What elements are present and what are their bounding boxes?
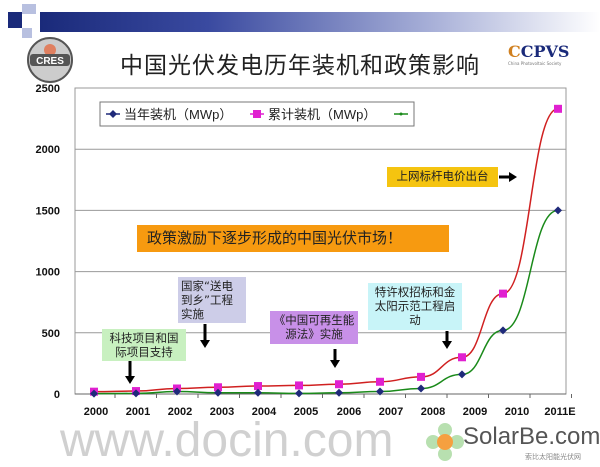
annual-point bbox=[335, 388, 343, 397]
y-tick-label: 1000 bbox=[36, 267, 60, 279]
cumulative-point bbox=[335, 380, 343, 389]
x-tick-label: 2001 bbox=[126, 406, 150, 418]
decor-square bbox=[22, 28, 32, 38]
legend-label: 累计装机（MWp） bbox=[268, 107, 376, 122]
arrow-head bbox=[200, 340, 210, 348]
y-tick-label: 1500 bbox=[36, 205, 60, 217]
annual-point bbox=[90, 389, 98, 398]
arrow-head bbox=[330, 360, 340, 368]
cumulative-point bbox=[417, 372, 425, 381]
legend-marker bbox=[109, 110, 117, 118]
cumulative-point bbox=[376, 377, 384, 386]
x-tick-label: 2003 bbox=[210, 406, 234, 418]
y-tick-label: 2500 bbox=[36, 83, 60, 95]
x-tick-label: 2005 bbox=[294, 406, 318, 418]
decor-square bbox=[8, 12, 22, 28]
header-bar bbox=[40, 12, 600, 32]
cpvs-logo: CCPVS China Photovoltaic Society bbox=[508, 42, 570, 66]
annual-point bbox=[254, 388, 262, 397]
x-tick-label: 2006 bbox=[337, 406, 361, 418]
y-tick-label: 0 bbox=[54, 389, 60, 401]
solarbe-logo: SolarBe.com 索比太阳能光伏网 bbox=[425, 422, 600, 463]
decor-square bbox=[22, 4, 36, 14]
svg-text:CRES: CRES bbox=[36, 56, 64, 67]
annotation-feed-in-tariff: 上网标杆电价出台 bbox=[387, 167, 498, 187]
annotation-township-program: 国家“送电到乡”工程实施 bbox=[178, 277, 246, 323]
x-tick-label: 2007 bbox=[379, 406, 403, 418]
x-tick-label: 2009 bbox=[463, 406, 487, 418]
x-tick-label: 2004 bbox=[252, 406, 277, 418]
cumulative-point bbox=[214, 383, 222, 392]
annual-point bbox=[214, 388, 222, 397]
annotation-concession-golden-sun: 特许权招标和金太阳示范工程启动 bbox=[368, 283, 462, 330]
annual-point bbox=[173, 387, 181, 396]
cumulative-point bbox=[499, 289, 507, 298]
annual-point bbox=[499, 326, 507, 335]
annual-point bbox=[458, 370, 466, 379]
annotation-renewable-law: 《中国可再生能源法》实施 bbox=[270, 311, 358, 344]
x-tick-label: 2008 bbox=[421, 406, 445, 418]
cres-logo: CRES bbox=[27, 37, 73, 83]
annotation-tech-projects: 科技项目和国际项目支持 bbox=[102, 329, 186, 361]
annual-point bbox=[132, 389, 140, 398]
legend-marker bbox=[253, 110, 261, 118]
watermark: www.docin.com bbox=[60, 414, 394, 467]
page-title: 中国光伏发电历年装机和政策影响 bbox=[120, 53, 480, 79]
arrow-head bbox=[509, 172, 517, 182]
cumulative-point bbox=[295, 381, 303, 390]
cumulative-point bbox=[458, 353, 466, 362]
cumulative-point bbox=[554, 104, 562, 113]
x-tick-label: 2010 bbox=[505, 406, 529, 418]
cumulative-point bbox=[254, 382, 262, 391]
x-tick-label: 2002 bbox=[168, 406, 192, 418]
annual-point bbox=[295, 389, 303, 398]
annual-point bbox=[376, 387, 384, 396]
arrow-head bbox=[442, 341, 452, 349]
annual-point bbox=[417, 384, 425, 393]
legend-marker bbox=[399, 112, 403, 116]
y-tick-label: 500 bbox=[42, 328, 60, 340]
arrow-head bbox=[125, 376, 135, 384]
y-tick-label: 2000 bbox=[36, 144, 60, 156]
legend-label: 当年装机（MWp） bbox=[124, 107, 232, 122]
x-tick-label: 2000 bbox=[84, 406, 108, 418]
annual-point bbox=[554, 206, 562, 215]
x-tick-label: 2011E bbox=[544, 406, 575, 418]
annotation-market: 政策激励下逐步形成的中国光伏市场！ bbox=[137, 225, 449, 252]
